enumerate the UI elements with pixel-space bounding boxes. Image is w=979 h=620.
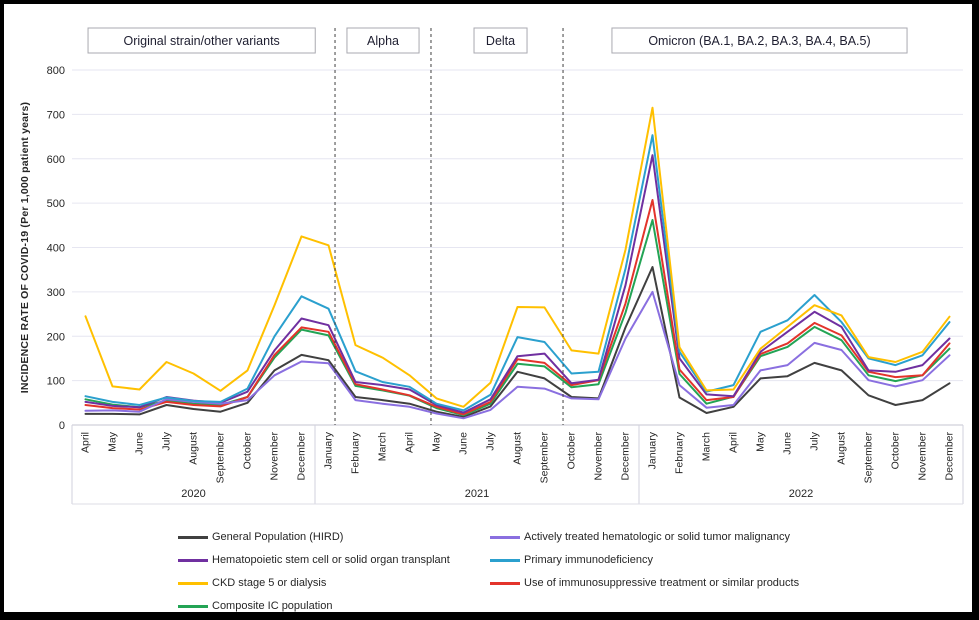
x-month-label: November <box>917 431 929 480</box>
series-line-4 <box>84 134 951 412</box>
legend-swatch-line <box>490 581 520 585</box>
x-month-label: June <box>458 432 470 455</box>
legend-item: Actively treated hematologic or solid tu… <box>490 530 790 544</box>
legend-swatch-line <box>178 604 208 608</box>
legend-label: Hematopoietic stem cell or solid organ t… <box>212 554 450 566</box>
chart-svg: 0 100 200 300 400 500 600 700 800 April May June Jul… <box>19 27 964 505</box>
x-month-label: May <box>107 431 119 452</box>
variant-period-label: Original strain/other variants <box>123 34 279 48</box>
y-tick-label: 500 <box>47 198 65 210</box>
y-tick-label: 100 <box>47 376 65 388</box>
x-month-label: October <box>242 432 254 470</box>
x-month-label: May <box>755 431 767 452</box>
y-tick-label: 700 <box>47 109 65 121</box>
x-month-label: January <box>647 431 659 469</box>
legend-swatch-line <box>178 558 208 562</box>
legend-swatch-line <box>490 558 520 562</box>
y-axis-title: INCIDENCE RATE OF COVID-19 (Per 1,000 pa… <box>19 102 31 393</box>
y-tick-label: 300 <box>47 287 65 299</box>
legend-label: Use of immunosuppressive treatment or si… <box>524 577 800 589</box>
x-month-label: December <box>944 431 956 480</box>
variant-period-box <box>611 27 908 54</box>
variant-period-box <box>346 27 420 54</box>
x-month-label: March <box>701 432 713 461</box>
variant-period-box <box>473 27 528 54</box>
x-month-label: November <box>269 431 281 480</box>
series-line-3 <box>84 154 951 414</box>
y-tick-label: 800 <box>47 65 65 77</box>
legend-label: Primary immunodeficiency <box>524 554 653 566</box>
variant-period-label: Delta <box>486 34 515 48</box>
x-year-label: 2022 <box>789 488 813 500</box>
x-month-label: February <box>674 431 686 474</box>
series-line-2 <box>84 290 951 420</box>
x-year-label: 2021 <box>465 488 489 500</box>
chart-figure: 0 100 200 300 400 500 600 700 800 April May June Jul… <box>4 4 972 612</box>
y-tick-label: 400 <box>47 243 65 255</box>
variant-period-label: Alpha <box>367 34 399 48</box>
x-month-label: April <box>80 432 92 453</box>
series-line-1 <box>84 266 951 418</box>
x-month-label: May <box>431 431 443 452</box>
legend-item: Hematopoietic stem cell or solid organ t… <box>178 553 450 567</box>
x-month-label: July <box>161 431 173 450</box>
x-month-label: September <box>539 432 551 484</box>
x-year-label: 2020 <box>181 488 205 500</box>
legend-item: Use of immunosuppressive treatment or si… <box>490 576 799 590</box>
x-month-label: January <box>323 431 335 469</box>
x-month-label: March <box>377 432 389 461</box>
series-line-5 <box>84 106 951 408</box>
x-month-label: December <box>620 431 632 480</box>
variant-period-box <box>87 27 316 54</box>
legend-item: Composite IC population <box>178 599 332 612</box>
legend-item: Primary immunodeficiency <box>490 553 653 567</box>
y-tick-label: 0 <box>59 420 65 432</box>
legend-label: Composite IC population <box>212 600 333 612</box>
y-tick-label: 200 <box>47 331 65 343</box>
legend-item: CKD stage 5 or dialysis <box>178 576 326 590</box>
x-month-label: November <box>593 431 605 480</box>
x-month-label: April <box>728 432 740 453</box>
legend-swatch-line <box>178 535 208 539</box>
x-month-label: April <box>404 432 416 453</box>
x-month-label: July <box>485 431 497 450</box>
legend-label: Actively treated hematologic or solid tu… <box>524 531 790 543</box>
x-month-label: August <box>512 432 524 465</box>
legend-swatch-line <box>178 581 208 585</box>
x-month-label: December <box>296 431 308 480</box>
x-month-label: October <box>890 432 902 470</box>
y-tick-label: 600 <box>47 154 65 166</box>
x-month-label: September <box>863 432 875 484</box>
x-month-label: February <box>350 431 362 474</box>
x-month-label: June <box>782 432 794 455</box>
legend-swatch-line <box>490 535 520 539</box>
x-month-label: August <box>188 432 200 465</box>
x-month-label: September <box>215 432 227 484</box>
legend-label: General Population (HIRD) <box>212 531 344 543</box>
x-month-label: October <box>566 432 578 470</box>
x-month-label: June <box>134 432 146 455</box>
legend-label: CKD stage 5 or dialysis <box>212 577 327 589</box>
chart-legend: General Population (HIRD) Hematopoietic s… <box>4 528 972 612</box>
x-month-label: July <box>809 431 821 450</box>
variant-period-label: Omicron (BA.1, BA.2, BA.3, BA.4, BA.5) <box>648 34 870 48</box>
x-month-label: August <box>836 432 848 465</box>
legend-item: General Population (HIRD) <box>178 530 343 544</box>
